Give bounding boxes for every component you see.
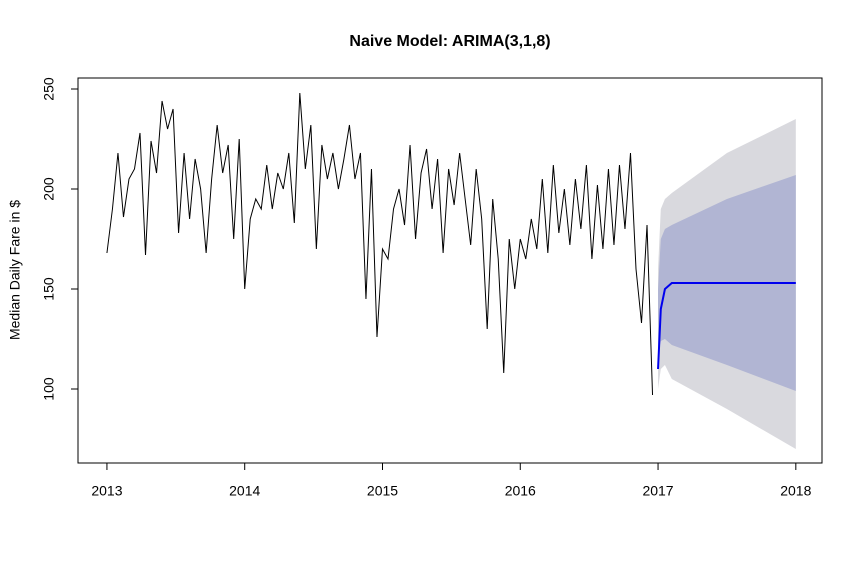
x-tick-label: 2018 [780,483,811,499]
y-axis-title: Median Daily Fare in $ [7,200,23,340]
y-tick-label: 100 [41,377,57,401]
y-tick-label: 250 [41,77,57,101]
y-tick-label: 200 [41,177,57,201]
y-tick-label: 150 [41,277,57,301]
x-tick-label: 2017 [642,483,673,499]
x-tick-label: 2016 [505,483,536,499]
forecast-line [657,282,796,370]
history-line [106,92,654,396]
x-tick-label: 2014 [229,483,260,499]
x-tick-label: 2015 [367,483,398,499]
x-tick-label: 2013 [91,483,122,499]
chart-title: Naive Model: ARIMA(3,1,8) [349,33,550,50]
